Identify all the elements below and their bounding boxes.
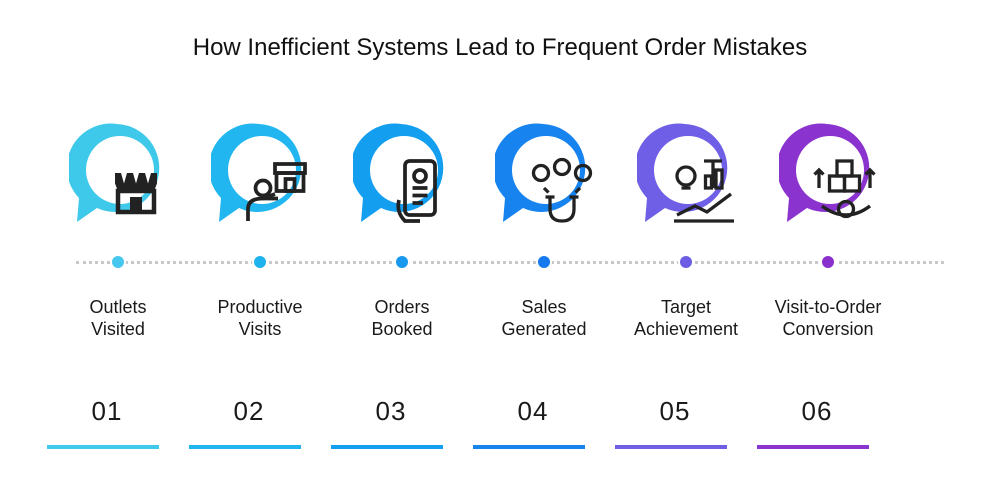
step-number: 01 bbox=[91, 396, 123, 426]
storefront-icon bbox=[88, 138, 157, 215]
step-label: Visit-to-Order Conversion bbox=[774, 297, 882, 339]
step-number: 04 bbox=[517, 396, 549, 426]
step-number: 02 bbox=[233, 396, 265, 426]
growth-idea-icon bbox=[656, 138, 734, 223]
step-bar bbox=[615, 445, 727, 449]
step-visit-to-order-conversion: Visit-to-Order Conversion 06 bbox=[757, 0, 899, 500]
step-label: Sales Generated bbox=[501, 297, 587, 339]
step-label: Productive Visits bbox=[217, 297, 303, 339]
timeline-dot bbox=[678, 254, 694, 270]
pin-marker bbox=[779, 120, 876, 226]
step-label: Target Achievement bbox=[633, 297, 739, 339]
step-target-achievement: Target Achievement 05 bbox=[615, 0, 757, 500]
page-title: How Inefficient Systems Lead to Frequent… bbox=[192, 34, 808, 61]
step-bar bbox=[757, 445, 869, 449]
step-number: 05 bbox=[659, 396, 691, 426]
timeline-dot bbox=[110, 254, 126, 270]
pin-marker bbox=[353, 120, 449, 226]
conversion-gear-icon bbox=[798, 138, 876, 219]
pin-marker bbox=[69, 120, 165, 226]
mobile-order-icon bbox=[372, 138, 437, 223]
pin-marker bbox=[495, 120, 593, 226]
timeline-dot bbox=[536, 254, 552, 270]
step-productive-visits: Productive Visits 02 bbox=[189, 0, 331, 500]
step-orders-booked: Orders Booked 03 bbox=[331, 0, 473, 500]
timeline-dot bbox=[820, 254, 836, 270]
customer-magnet-icon bbox=[514, 138, 593, 223]
pin-marker bbox=[211, 120, 307, 226]
step-label: Outlets Visited bbox=[89, 297, 147, 339]
step-label: Orders Booked bbox=[371, 297, 433, 339]
step-bar bbox=[47, 445, 159, 449]
timeline-dot bbox=[394, 254, 410, 270]
step-bar bbox=[189, 445, 301, 449]
timeline-dotted-line bbox=[76, 261, 944, 264]
step-number: 06 bbox=[801, 396, 833, 426]
timeline-dot bbox=[252, 254, 268, 270]
step-bar bbox=[331, 445, 443, 449]
step-sales-generated: Sales Generated 04 bbox=[473, 0, 615, 500]
salesperson-shop-icon bbox=[230, 138, 307, 221]
step-outlets-visited: Outlets Visited 01 bbox=[47, 0, 189, 500]
pin-marker bbox=[637, 120, 734, 226]
step-bar bbox=[473, 445, 585, 449]
step-number: 03 bbox=[375, 396, 407, 426]
